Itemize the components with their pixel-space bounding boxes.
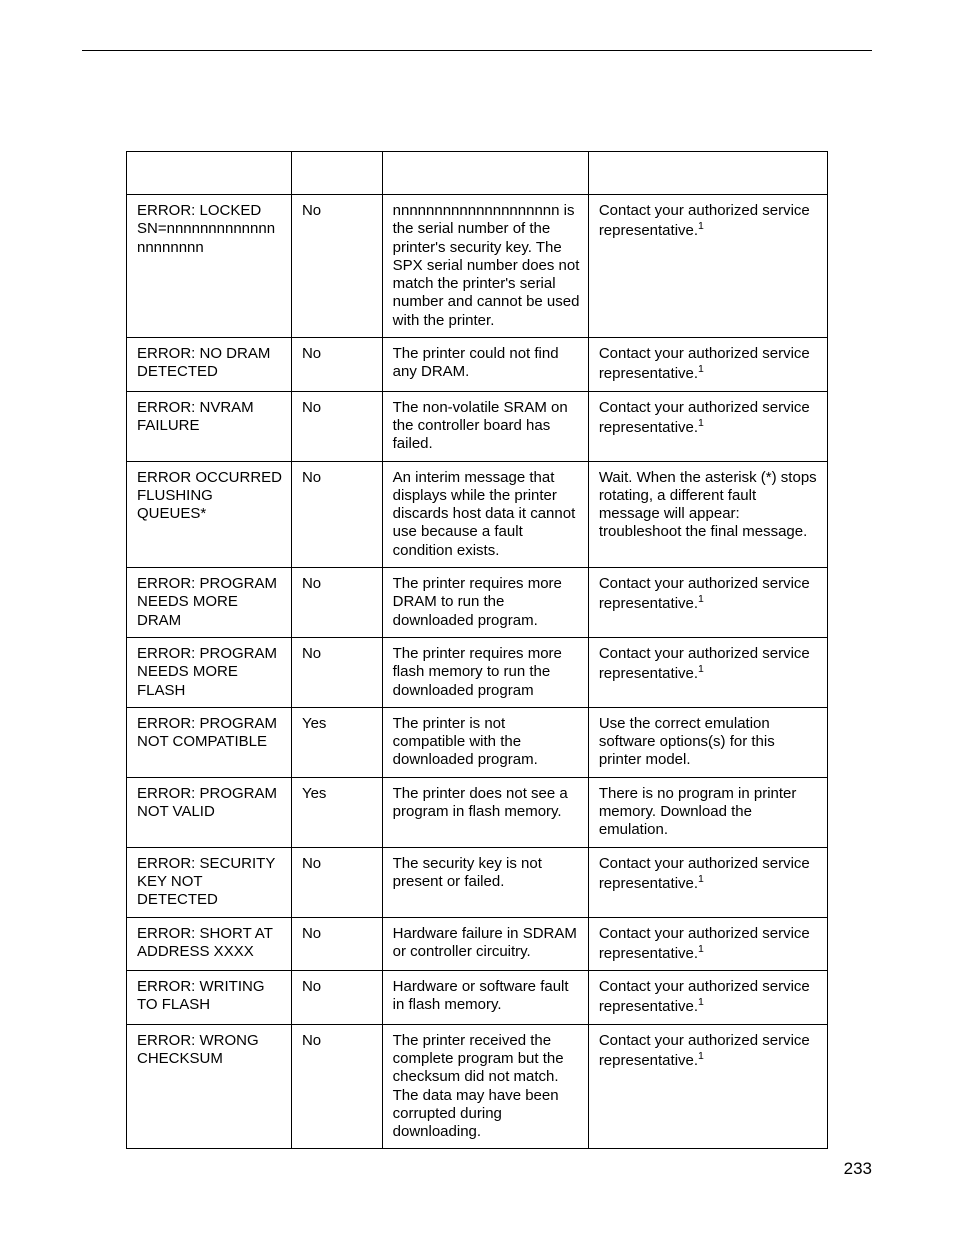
cell-solution: There is no program in printer memory. D… [588,777,827,847]
solution-text: Contact your authorized service represen… [599,345,810,382]
cell-explanation: The non-volatile SRAM on the controller … [382,391,588,461]
table-row: ERROR: SHORT AT ADDRESS XXXXNoHardware f… [127,917,828,971]
solution-text: There is no program in printer memory. D… [599,785,797,839]
cell-can-clear: No [291,568,382,638]
table-header-cell [127,152,292,195]
footnote-ref: 1 [698,593,704,605]
table-header-cell [291,152,382,195]
page-number: 233 [844,1159,872,1179]
cell-solution: Contact your authorized service represen… [588,338,827,392]
cell-can-clear: No [291,195,382,338]
table-row: ERROR: LOCKED SN=nnnnnnnnnnnnnnnnnnnnnNo… [127,195,828,338]
cell-message: ERROR: LOCKED SN=nnnnnnnnnnnnnnnnnnnnn [127,195,292,338]
cell-solution: Wait. When the asterisk (*) stops rotati… [588,461,827,567]
cell-message: ERROR: PROGRAM NEEDS MORE DRAM [127,568,292,638]
footnote-ref: 1 [698,363,704,375]
error-table: ERROR: LOCKED SN=nnnnnnnnnnnnnnnnnnnnnNo… [126,151,828,1149]
cell-solution: Contact your authorized service represen… [588,637,827,707]
cell-message: ERROR: SECURITY KEY NOT DETECTED [127,847,292,917]
footnote-ref: 1 [698,873,704,885]
cell-solution: Contact your authorized service represen… [588,917,827,971]
cell-can-clear: No [291,971,382,1025]
cell-explanation: The security key is not present or faile… [382,847,588,917]
cell-message: ERROR: SHORT AT ADDRESS XXXX [127,917,292,971]
footnote-ref: 1 [698,417,704,429]
solution-text: Wait. When the asterisk (*) stops rotati… [599,469,817,541]
cell-message: ERROR: WRONG CHECKSUM [127,1024,292,1149]
cell-explanation: Hardware or software fault in flash memo… [382,971,588,1025]
footnote-ref: 1 [698,663,704,675]
cell-message: ERROR: NVRAM FAILURE [127,391,292,461]
footnote-ref: 1 [698,943,704,955]
footnote-ref: 1 [698,220,704,232]
table-header-cell [588,152,827,195]
solution-text: Use the correct emulation software optio… [599,715,775,769]
table-row: ERROR: NVRAM FAILURENoThe non-volatile S… [127,391,828,461]
cell-solution: Contact your authorized service represen… [588,568,827,638]
cell-message: ERROR: NO DRAM DETECTED [127,338,292,392]
cell-solution: Contact your authorized service represen… [588,971,827,1025]
table-header-row [127,152,828,195]
cell-message: ERROR: PROGRAM NEEDS MORE FLASH [127,637,292,707]
cell-solution: Use the correct emulation software optio… [588,707,827,777]
table-row: ERROR: SECURITY KEY NOT DETECTEDNoThe se… [127,847,828,917]
table-row: ERROR: WRONG CHECKSUMNoThe printer recei… [127,1024,828,1149]
cell-solution: Contact your authorized service represen… [588,195,827,338]
page: ERROR: LOCKED SN=nnnnnnnnnnnnnnnnnnnnnNo… [0,0,954,1235]
footnote-ref: 1 [698,1050,704,1062]
cell-can-clear: No [291,338,382,392]
cell-can-clear: No [291,461,382,567]
cell-solution: Contact your authorized service represen… [588,1024,827,1149]
cell-can-clear: No [291,637,382,707]
cell-can-clear: Yes [291,707,382,777]
solution-text: Contact your authorized service represen… [599,202,810,239]
cell-explanation: The printer does not see a program in fl… [382,777,588,847]
solution-text: Contact your authorized service represen… [599,645,810,682]
error-table-body: ERROR: LOCKED SN=nnnnnnnnnnnnnnnnnnnnnNo… [127,152,828,1149]
table-row: ERROR: PROGRAM NEEDS MORE FLASHNoThe pri… [127,637,828,707]
solution-text: Contact your authorized service represen… [599,978,810,1015]
cell-can-clear: No [291,847,382,917]
solution-text: Contact your authorized service represen… [599,575,810,612]
cell-explanation: The printer is not compatible with the d… [382,707,588,777]
cell-message: ERROR: PROGRAM NOT VALID [127,777,292,847]
solution-text: Contact your authorized service represen… [599,399,810,436]
cell-explanation: Hardware failure in SDRAM or controller … [382,917,588,971]
cell-message: ERROR OCCURRED FLUSHING QUEUES* [127,461,292,567]
cell-explanation: An interim message that displays while t… [382,461,588,567]
table-row: ERROR: WRITING TO FLASHNoHardware or sof… [127,971,828,1025]
cell-solution: Contact your authorized service represen… [588,391,827,461]
cell-message: ERROR: WRITING TO FLASH [127,971,292,1025]
cell-can-clear: No [291,391,382,461]
cell-message: ERROR: PROGRAM NOT COMPATIBLE [127,707,292,777]
footnote-ref: 1 [698,996,704,1008]
cell-explanation: The printer requires more flash memory t… [382,637,588,707]
table-row: ERROR: PROGRAM NOT COMPATIBLEYesThe prin… [127,707,828,777]
cell-explanation: nnnnnnnnnnnnnnnnnnnn is the serial numbe… [382,195,588,338]
cell-can-clear: Yes [291,777,382,847]
solution-text: Contact your authorized service represen… [599,1032,810,1069]
table-row: ERROR OCCURRED FLUSHING QUEUES*NoAn inte… [127,461,828,567]
cell-explanation: The printer received the complete progra… [382,1024,588,1149]
cell-explanation: The printer could not find any DRAM. [382,338,588,392]
solution-text: Contact your authorized service represen… [599,925,810,962]
top-rule [82,50,872,51]
solution-text: Contact your authorized service represen… [599,855,810,892]
table-header-cell [382,152,588,195]
cell-explanation: The printer requires more DRAM to run th… [382,568,588,638]
table-row: ERROR: PROGRAM NOT VALIDYesThe printer d… [127,777,828,847]
cell-can-clear: No [291,1024,382,1149]
cell-can-clear: No [291,917,382,971]
table-row: ERROR: NO DRAM DETECTEDNoThe printer cou… [127,338,828,392]
cell-solution: Contact your authorized service represen… [588,847,827,917]
table-row: ERROR: PROGRAM NEEDS MORE DRAMNoThe prin… [127,568,828,638]
